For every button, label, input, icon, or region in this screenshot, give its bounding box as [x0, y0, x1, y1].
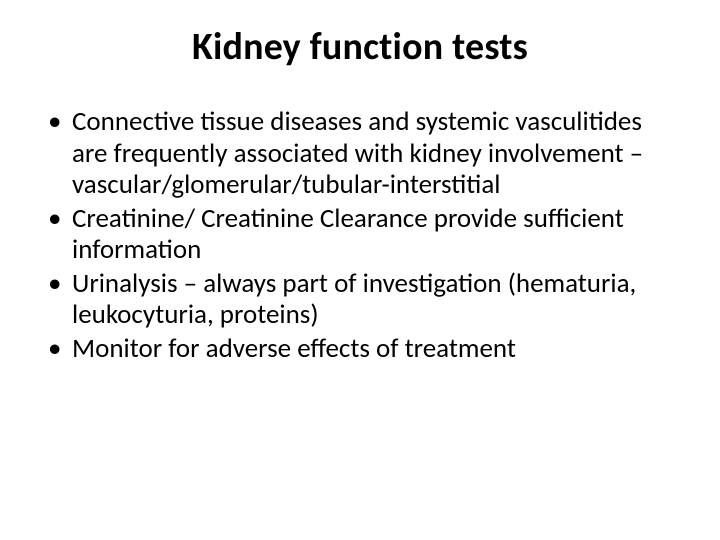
- bullet-list: Connective tissue diseases and systemic …: [40, 106, 680, 365]
- list-item: Connective tissue diseases and systemic …: [44, 106, 676, 201]
- list-item: Urinalysis – always part of investigatio…: [44, 268, 676, 331]
- slide: Kidney function tests Connective tissue …: [0, 0, 720, 540]
- slide-title: Kidney function tests: [40, 24, 680, 70]
- list-item: Monitor for adverse effects of treatment: [44, 333, 676, 365]
- list-item: Creatinine/ Creatinine Clearance provide…: [44, 203, 676, 266]
